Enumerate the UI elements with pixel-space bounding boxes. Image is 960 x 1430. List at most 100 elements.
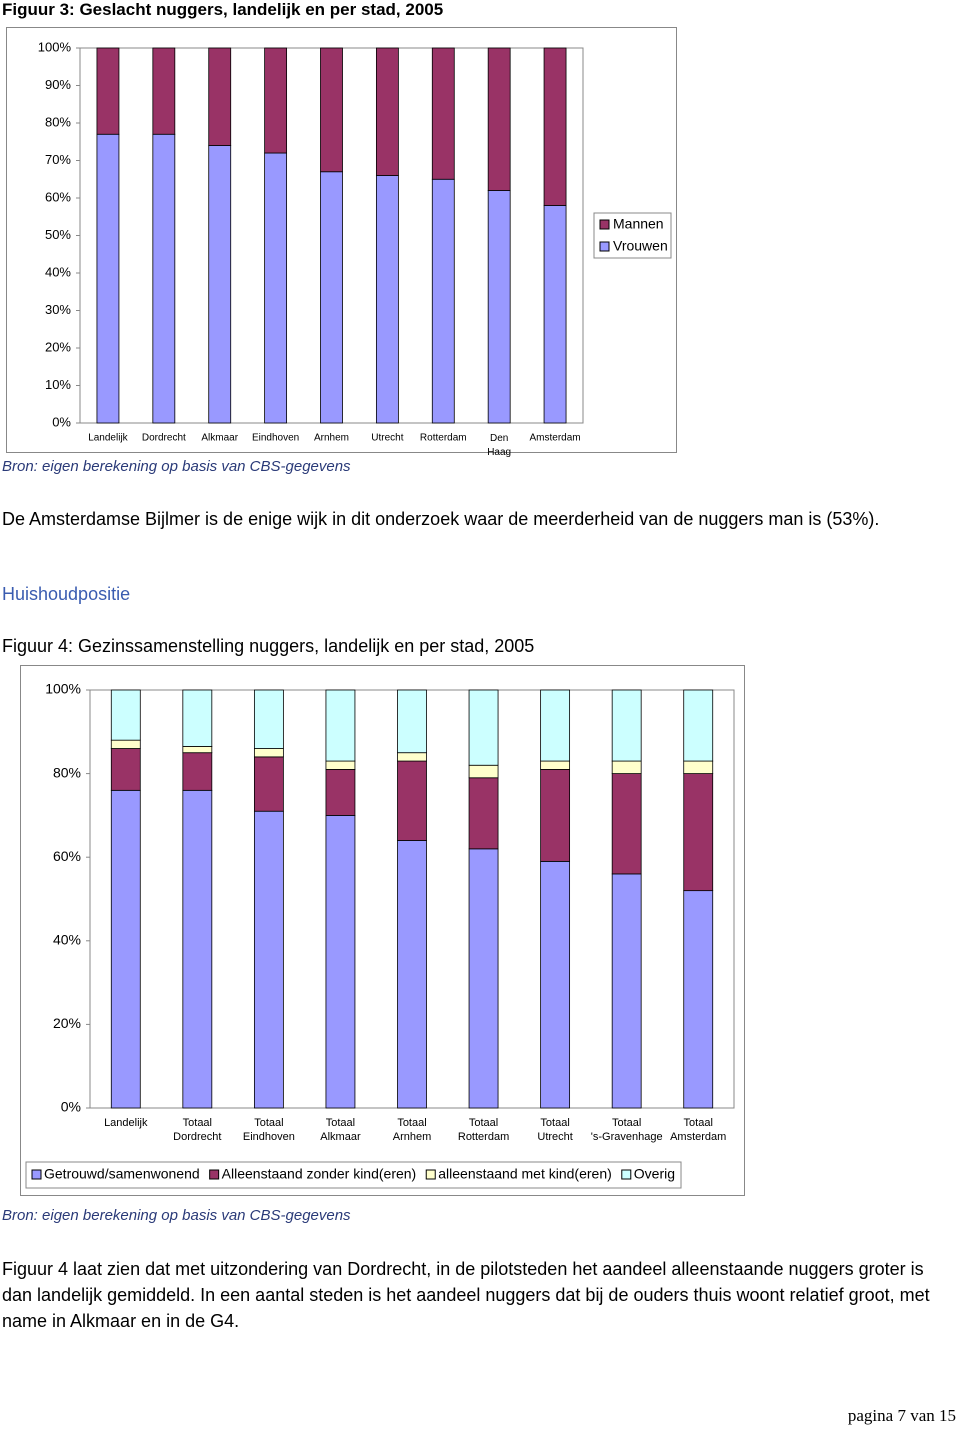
bar-segment <box>253 689 284 749</box>
x-tick-label: Totaal Alkmaar <box>320 1117 361 1143</box>
bar-segment <box>540 760 571 770</box>
x-tick-label: Totaal Dordrecht <box>173 1117 221 1143</box>
bar-segment <box>253 748 284 758</box>
bar-segment <box>468 764 499 779</box>
y-tick-label: 30% <box>45 302 71 317</box>
bar-segment <box>152 47 176 135</box>
bar-segment <box>96 133 120 424</box>
bar-segment <box>431 47 455 180</box>
bar-segment <box>325 760 356 770</box>
y-tick-label: 100% <box>38 39 72 54</box>
bar-segment <box>110 689 141 741</box>
legend-swatch <box>621 1169 632 1180</box>
bar-segment <box>375 175 399 424</box>
bar-segment <box>325 815 356 1109</box>
bar-segment <box>683 689 714 762</box>
bar-segment <box>397 752 427 762</box>
legend-label: Alleenstaand zonder kind(eren) <box>222 1166 417 1182</box>
x-tick-label: Landelijk <box>104 1117 148 1129</box>
bar-segment <box>468 777 499 850</box>
bar-segment <box>540 860 571 1109</box>
bar-segment <box>208 145 232 424</box>
x-tick-label: Totaal Arnhem <box>393 1117 432 1143</box>
x-tick-label: Totaal Rotterdam <box>458 1117 509 1143</box>
source: Bron: eigen berekening op basis van CBS-… <box>2 458 351 475</box>
y-tick-label: 100% <box>45 681 81 697</box>
bar-segment <box>611 873 642 1109</box>
bar-segment <box>110 789 141 1109</box>
y-tick-label: 0% <box>52 414 71 429</box>
heading: Huishoudpositie <box>2 584 131 604</box>
x-tick-label: Totaal Utrecht <box>537 1117 572 1143</box>
x-tick-label: Eindhoven <box>252 433 299 444</box>
chart-frame <box>20 665 745 1196</box>
paragraph: De Amsterdamse Bijlmer is de enige wijk … <box>2 509 880 529</box>
legend-swatch <box>599 219 610 230</box>
x-tick-label: Rotterdam <box>420 433 467 444</box>
y-tick-label: 50% <box>45 227 71 242</box>
bar-segment <box>683 773 714 892</box>
bar-segment <box>182 746 213 754</box>
y-tick-label: 20% <box>53 1015 81 1031</box>
bar-segment <box>253 756 284 812</box>
bar-segment <box>468 689 499 766</box>
legend-label: Vrouwen <box>613 238 668 254</box>
legend-swatch <box>425 1169 436 1180</box>
x-tick-label: Totaal's-Gravenhage <box>591 1117 663 1143</box>
bar-segment <box>397 840 427 1109</box>
y-tick-label: 40% <box>53 932 81 948</box>
bar-segment <box>253 810 284 1109</box>
y-tick-label: 70% <box>45 152 71 167</box>
bar-segment <box>397 689 427 754</box>
x-tick-label: Totaal Amsterdam <box>670 1117 726 1143</box>
bar-segment <box>110 739 141 749</box>
y-tick-label: 90% <box>45 77 71 92</box>
bar-segment <box>182 789 213 1109</box>
bar-segment <box>487 190 511 424</box>
legend-swatch <box>31 1169 42 1180</box>
x-tick-label: Utrecht <box>371 433 403 444</box>
bar-segment <box>320 47 343 173</box>
legend-swatch <box>209 1169 220 1180</box>
bar-segment <box>375 47 399 176</box>
y-tick-label: 0% <box>61 1099 81 1115</box>
legend-swatch <box>599 241 610 252</box>
legend-label: Mannen <box>613 216 664 232</box>
bar-segment <box>487 47 511 191</box>
y-tick-label: 40% <box>45 264 71 279</box>
legend-label: Getrouwd/samenwonend <box>44 1166 200 1182</box>
bar-segment <box>264 152 288 424</box>
figure-title: Figuur 3: Geslacht nuggers, landelijk en… <box>2 0 444 19</box>
bar-segment <box>540 769 571 862</box>
footer: pagina 7 van 15 <box>847 1406 956 1425</box>
bar-segment <box>683 760 714 774</box>
bar-segment <box>611 760 642 774</box>
bar-segment <box>543 205 567 424</box>
x-tick-label: Dordrecht <box>142 433 186 444</box>
legend-label: alleenstaand met kind(eren) <box>438 1166 612 1182</box>
bar-segment <box>182 752 213 791</box>
x-tick-label: Den Haag <box>487 433 511 458</box>
bar-segment <box>110 748 141 791</box>
bar-segment <box>208 47 232 146</box>
y-tick-label: 80% <box>45 114 71 129</box>
bar-segment <box>468 848 499 1109</box>
bar-segment <box>325 689 356 762</box>
bar-segment <box>320 171 343 424</box>
bar-segment <box>611 689 642 762</box>
x-tick-label: Landelijk <box>88 433 128 444</box>
source: Bron: eigen berekening op basis van CBS-… <box>2 1207 351 1224</box>
bar-segment <box>325 769 356 816</box>
x-tick-label: Arnhem <box>314 433 349 444</box>
chart-frame <box>6 27 677 453</box>
x-tick-label: Amsterdam <box>529 433 580 444</box>
y-tick-label: 60% <box>53 848 81 864</box>
paragraph: Figuur 4 laat zien dat met uitzondering … <box>2 1259 930 1331</box>
x-tick-label: Alkmaar <box>201 433 238 444</box>
bar-segment <box>611 773 642 875</box>
bar-segment <box>540 689 571 762</box>
bar-segment <box>431 178 455 424</box>
